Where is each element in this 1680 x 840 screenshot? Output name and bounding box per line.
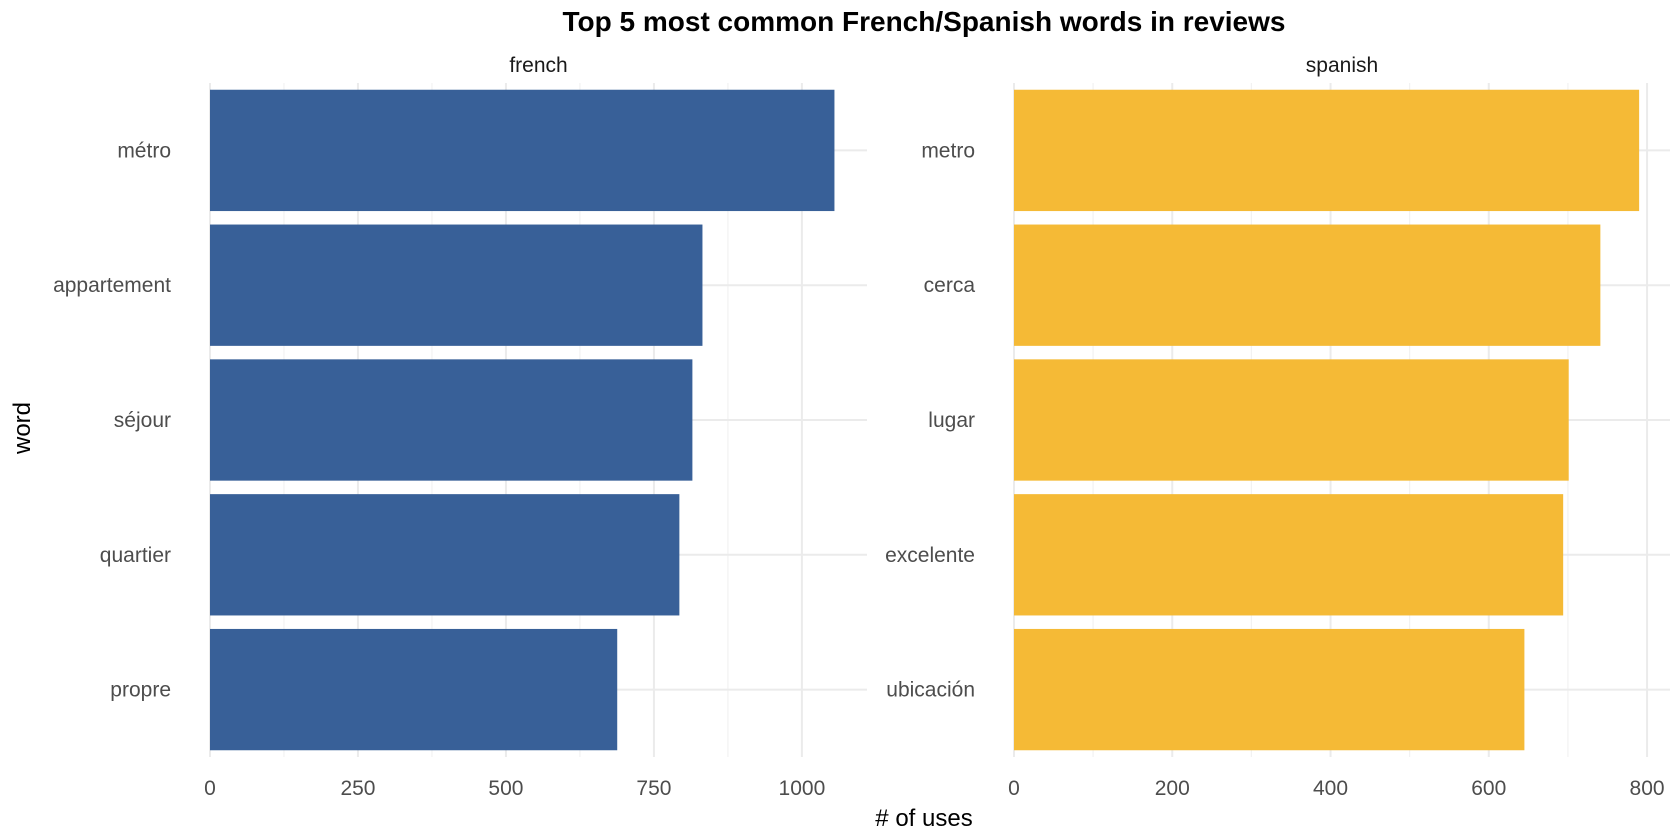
x-tick-label: 0 xyxy=(1008,777,1020,800)
x-tick-label: 600 xyxy=(1471,777,1506,800)
chart-title: Top 5 most common French/Spanish words i… xyxy=(563,6,1286,37)
panel-spanish: metro cerca lugar excelente ubicación 0 200 400… xyxy=(885,54,1670,800)
category-tick-label: appartement xyxy=(53,274,171,297)
bar-0-1 xyxy=(210,224,703,346)
bar-0-0 xyxy=(210,89,835,212)
x-tick-label: 750 xyxy=(636,777,671,800)
x-tick-label: 0 xyxy=(204,777,216,800)
category-tick-label: excelente xyxy=(885,544,975,567)
category-tick-label: lugar xyxy=(928,409,975,432)
facet-panels: métro appartement séjour quartier propre 0 250… xyxy=(53,54,1670,800)
category-tick-label: cerca xyxy=(924,274,976,297)
category-tick-label: métro xyxy=(117,139,171,162)
bar-1-3 xyxy=(1014,494,1564,616)
x-axis-label: # of uses xyxy=(875,805,972,832)
bar-1-4 xyxy=(1014,628,1525,751)
y-axis-label: word xyxy=(9,402,36,455)
category-tick-label: metro xyxy=(921,139,975,162)
bar-1-2 xyxy=(1014,359,1569,481)
category-tick-label: quartier xyxy=(100,544,171,567)
category-tick-label: propre xyxy=(110,679,171,702)
x-tick-label: 1000 xyxy=(779,777,826,800)
x-tick-label: 400 xyxy=(1313,777,1348,800)
category-tick-label: ubicación xyxy=(886,679,975,702)
bar-0-2 xyxy=(210,359,693,481)
x-tick-label: 250 xyxy=(340,777,375,800)
x-tick-label: 200 xyxy=(1155,777,1190,800)
facet-strip-label: spanish xyxy=(1306,54,1378,77)
category-tick-label: séjour xyxy=(114,409,171,432)
bar-1-1 xyxy=(1014,224,1601,346)
facet-strip-label: french xyxy=(509,54,567,77)
panel-french: métro appartement séjour quartier propre 0 250… xyxy=(53,54,867,800)
x-tick-label: 500 xyxy=(488,777,523,800)
x-tick-label: 800 xyxy=(1630,777,1665,800)
bar-0-3 xyxy=(210,494,680,616)
bar-0-4 xyxy=(210,628,618,751)
bar-1-0 xyxy=(1014,89,1640,212)
